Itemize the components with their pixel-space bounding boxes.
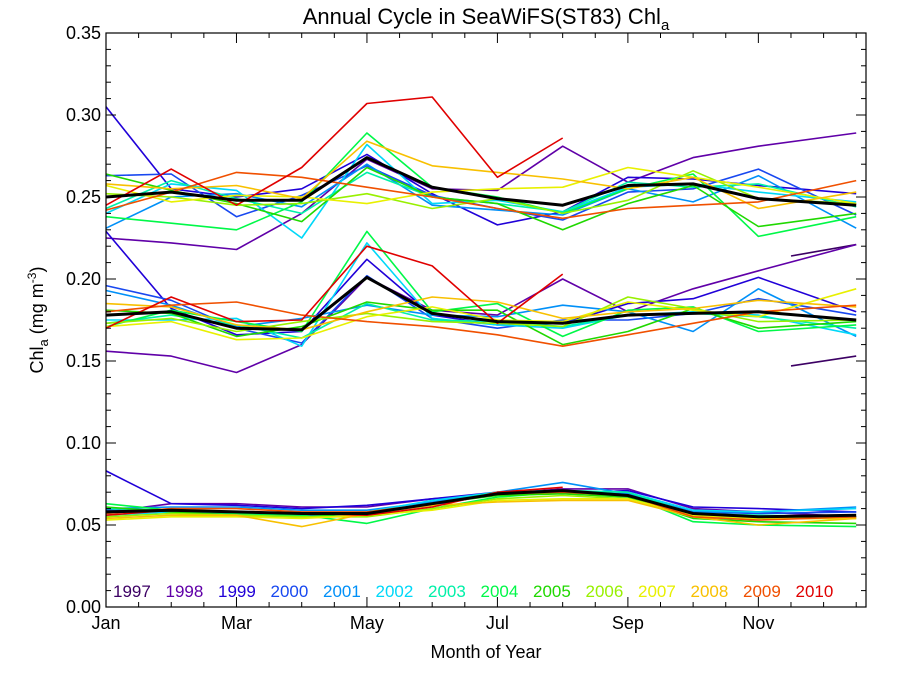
chart-title-subscript: a xyxy=(661,17,670,34)
chart-title: Annual Cycle in SeaWiFS(ST83) Chla xyxy=(303,4,670,34)
legend-item-2004: 2004 xyxy=(481,582,519,601)
y-tick-label: 0.25 xyxy=(66,187,101,207)
legend-item-2002: 2002 xyxy=(376,582,414,601)
legend-item-2008: 2008 xyxy=(691,582,729,601)
legend-item-2003: 2003 xyxy=(428,582,466,601)
series-line-2009-2 xyxy=(105,301,857,348)
x-tick-label: Nov xyxy=(742,613,774,633)
y-tick-label: 0.35 xyxy=(66,23,101,43)
legend-item-2006: 2006 xyxy=(586,582,624,601)
series-line-2007-2 xyxy=(105,288,857,341)
x-tick-label: May xyxy=(350,613,384,633)
x-tick-label: Jul xyxy=(486,613,509,633)
legend-item-2007: 2007 xyxy=(638,582,676,601)
series-line-1999-3 xyxy=(105,470,857,513)
series-line-2009-1 xyxy=(105,171,857,220)
series-line-2008-2 xyxy=(105,296,857,331)
legend-item-2000: 2000 xyxy=(271,582,309,601)
legend-item-2001: 2001 xyxy=(323,582,361,601)
legend-item-1999: 1999 xyxy=(218,582,256,601)
y-tick-label: 0.05 xyxy=(66,515,101,535)
series-line-2002-1 xyxy=(105,143,857,239)
series-line-1998-1 xyxy=(105,132,857,251)
x-tick-label: Jan xyxy=(91,613,120,633)
y-tick-label: 0.10 xyxy=(66,433,101,453)
series-line-1999-1 xyxy=(105,106,857,226)
series-line-1997-1 xyxy=(790,243,857,257)
series-line-mean-3 xyxy=(105,489,857,519)
legend-item-2005: 2005 xyxy=(533,582,571,601)
series-line-2001-1 xyxy=(105,163,857,229)
y-tick-label: 0.20 xyxy=(66,269,101,289)
legend-item-1997: 1997 xyxy=(113,582,151,601)
legend: 1997 1998 1999 2000 2001 2002 2003 2004 2005 2006… xyxy=(113,582,833,601)
y-axis-label: Chla (mg m-3) xyxy=(25,267,51,374)
y-tick-label: 0.00 xyxy=(66,597,101,617)
series-line-2008-1 xyxy=(105,140,857,210)
series-line-2010-2 xyxy=(105,245,564,329)
y-tick-label: 0.30 xyxy=(66,105,101,125)
series-line-2010-1 xyxy=(105,96,564,206)
x-tick-label: Mar xyxy=(221,613,252,633)
legend-item-2009: 2009 xyxy=(743,582,781,601)
legend-item-2010: 2010 xyxy=(796,582,834,601)
series-line-2005-1 xyxy=(105,166,857,231)
legend-item-1998: 1998 xyxy=(166,582,204,601)
x-tick-label: Sep xyxy=(612,613,644,633)
y-tick-label: 0.15 xyxy=(66,351,101,371)
series-line-1997-2 xyxy=(790,355,857,367)
axis-tick-labels: 0.00 0.05 0.10 0.15 0.20 0.25 0.30 0.35 Jan Mar Ma… xyxy=(66,23,774,633)
series-line-2008-3 xyxy=(105,499,857,528)
series-line-mean-1 xyxy=(105,156,857,207)
series-line-mean-2 xyxy=(105,275,857,332)
plot-frame xyxy=(105,32,867,608)
series-lines xyxy=(105,96,857,528)
series-line-2007-3 xyxy=(105,497,857,521)
series-line-2007-1 xyxy=(105,166,857,205)
axis-ticks xyxy=(105,32,866,608)
x-axis-label: Month of Year xyxy=(430,642,541,662)
